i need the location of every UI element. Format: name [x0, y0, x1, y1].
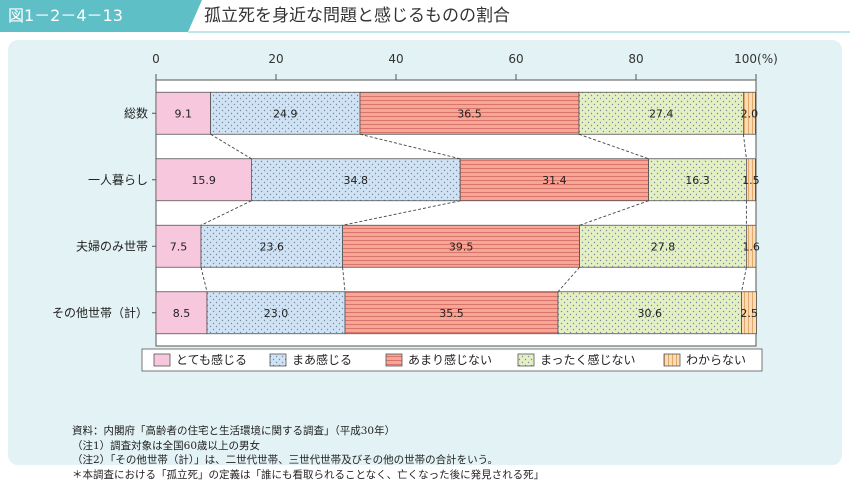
legend-label: あまり感じない: [408, 352, 492, 367]
legend-swatch: [518, 354, 534, 366]
data-label: 7.5: [170, 240, 188, 253]
data-label: 8.5: [173, 307, 191, 320]
x-tick-label: 100(%): [734, 52, 778, 66]
x-tick-label: 60: [508, 52, 523, 66]
figure-title: 孤立死を身近な問題と感じるものの割合: [204, 0, 510, 32]
data-label: 16.3: [685, 174, 710, 187]
data-label: 23.6: [260, 240, 285, 253]
header-rule: [188, 31, 850, 33]
data-label: 9.1: [175, 107, 193, 120]
legend-label: とても感じる: [176, 352, 247, 367]
figure-number: 図1－2－4－13: [0, 0, 188, 32]
legend-label: まったく感じない: [540, 352, 636, 367]
legend-label: まあ感じる: [292, 352, 352, 367]
data-label: 1.6: [742, 240, 760, 253]
data-label: 15.9: [191, 174, 216, 187]
data-label: 23.0: [264, 307, 289, 320]
data-label: 30.6: [638, 307, 663, 320]
data-label: 35.5: [439, 307, 464, 320]
category-label: その他世帯（計）: [52, 305, 148, 320]
category-label: 総数: [124, 105, 148, 120]
legend-swatch: [154, 354, 170, 366]
stacked-bar-chart: 0 20 40 60 80 100(%) 総数 9.1 24.9 36.5 27.4 2.0 一人暮らし…: [8, 40, 842, 465]
data-label: 39.5: [449, 240, 474, 253]
legend-label: わからない: [686, 353, 746, 367]
note-source: 資料：内閣府「高齢者の住宅と生活環境に関する調査」（平成30年）: [72, 424, 544, 439]
data-label: 34.8: [344, 174, 369, 187]
data-label: 27.8: [651, 240, 676, 253]
legend-swatch: [270, 354, 286, 366]
data-label: 31.4: [542, 174, 567, 187]
source-notes: 資料：内閣府「高齢者の住宅と生活環境に関する調査」（平成30年） （注1）調査対…: [72, 424, 544, 482]
legend-swatch: [386, 354, 402, 366]
data-label: 1.5: [742, 174, 760, 187]
data-label: 24.9: [273, 107, 298, 120]
data-label: 36.5: [457, 107, 482, 120]
figure-header: 図1－2－4－13 孤立死を身近な問題と感じるものの割合: [0, 0, 850, 32]
x-tick-label: 20: [268, 52, 283, 66]
note-2: （注2）「その他世帯（計）」は、二世代世帯、三世代世帯及びその他の世帯の合計をい…: [72, 453, 544, 468]
x-tick-label: 0: [152, 52, 160, 66]
category-label: 一人暮らし: [88, 173, 148, 187]
note-1: （注1）調査対象は全国60歳以上の男女: [72, 439, 544, 454]
note-definition: ＊本調査における「孤立死」の定義は「誰にも看取られることなく、亡くなった後に発見…: [72, 468, 544, 482]
chart-panel: 0 20 40 60 80 100(%) 総数 9.1 24.9 36.5 27.4 2.0 一人暮らし…: [8, 40, 842, 465]
data-label: 2.5: [740, 307, 758, 320]
x-tick-label: 80: [628, 52, 643, 66]
x-tick-label: 40: [388, 52, 403, 66]
data-label: 27.4: [649, 107, 674, 120]
legend-swatch: [664, 354, 680, 366]
data-label: 2.0: [741, 107, 759, 120]
category-label: 夫婦のみ世帯: [76, 238, 148, 253]
